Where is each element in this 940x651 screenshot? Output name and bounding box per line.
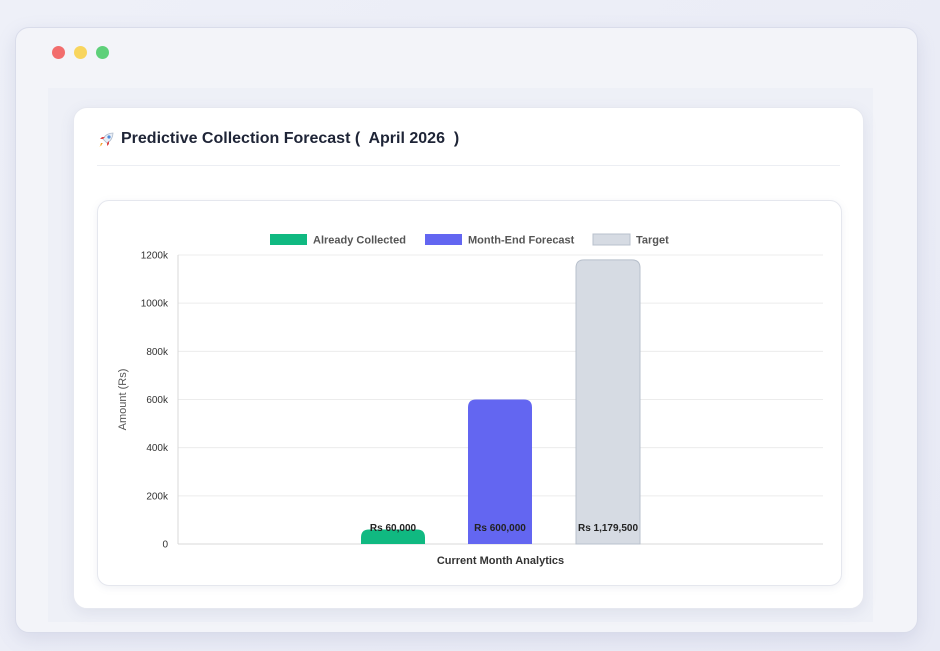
y-tick-label: 800k <box>146 347 169 358</box>
window-titlebar <box>16 28 917 78</box>
card-header: Predictive Collection Forecast ( April 2… <box>97 130 840 166</box>
y-tick-label: 200k <box>146 491 169 502</box>
legend-swatch <box>425 234 462 245</box>
legend-label: Month-End Forecast <box>468 235 575 247</box>
data-label: Rs 60,000 <box>370 523 417 534</box>
forecast-card: Predictive Collection Forecast ( April 2… <box>73 107 864 609</box>
data-label: Rs 600,000 <box>474 523 526 534</box>
bar-already-collected <box>361 529 425 544</box>
bar-chart: 0 200k 400k 600k 800k 1000k 1200k Amount (Rs) Cu… <box>117 233 823 567</box>
bar-month-end-forecast <box>468 399 532 544</box>
y-tick-label: 1200k <box>141 251 169 262</box>
y-tick-label: 1000k <box>141 299 169 310</box>
y-tick-label: 600k <box>146 395 169 406</box>
y-tick-label: 400k <box>146 443 169 454</box>
y-axis-title: Amount (Rs) <box>117 369 129 431</box>
y-tick-label: 0 <box>162 540 168 551</box>
legend-label: Already Collected <box>313 235 406 247</box>
rocket-icon <box>99 132 114 147</box>
x-axis-title: Current Month Analytics <box>437 555 564 567</box>
legend-swatch <box>270 234 307 245</box>
data-label: Rs 1,179,500 <box>578 523 638 534</box>
card-title: Predictive Collection Forecast ( April 2… <box>121 130 460 147</box>
legend-swatch <box>592 233 631 246</box>
maximize-window-button[interactable] <box>96 46 109 59</box>
chart-container: 0 200k 400k 600k 800k 1000k 1200k Amount (Rs) Cu… <box>97 200 842 586</box>
legend-label: Target <box>636 235 669 247</box>
minimize-window-button[interactable] <box>74 46 87 59</box>
close-window-button[interactable] <box>52 46 65 59</box>
bar-target <box>575 259 641 545</box>
